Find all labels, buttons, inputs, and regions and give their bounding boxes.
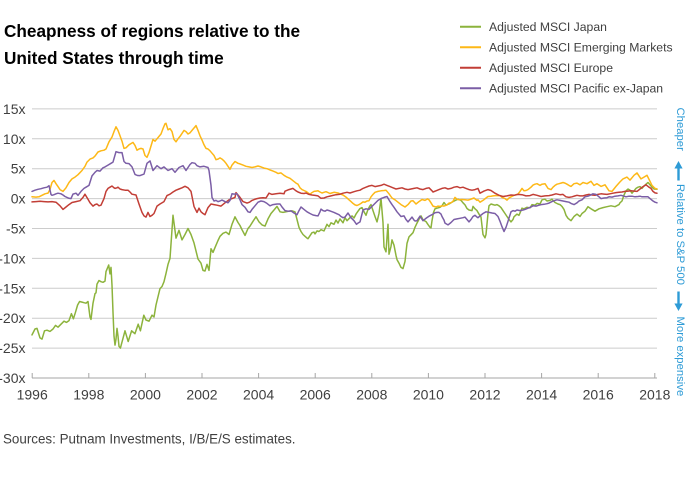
- svg-text:2008: 2008: [356, 387, 387, 403]
- svg-text:Cheaper: Cheaper: [674, 108, 686, 152]
- svg-text:15x: 15x: [3, 101, 26, 117]
- svg-text:-10x: -10x: [0, 250, 26, 266]
- svg-text:2004: 2004: [243, 387, 274, 403]
- svg-text:2006: 2006: [300, 387, 331, 403]
- svg-text:2014: 2014: [526, 387, 557, 403]
- svg-text:-15x: -15x: [0, 280, 26, 296]
- svg-text:Adjusted MSCI Europe: Adjusted MSCI Europe: [489, 61, 613, 75]
- svg-text:2012: 2012: [469, 387, 500, 403]
- svg-text:10x: 10x: [3, 131, 26, 147]
- svg-text:United States through time: United States through time: [4, 48, 224, 68]
- svg-text:Adjusted MSCI Pacific ex-Japan: Adjusted MSCI Pacific ex-Japan: [489, 82, 663, 96]
- svg-text:-25x: -25x: [0, 340, 26, 356]
- svg-text:Relative to S&P 500: Relative to S&P 500: [674, 184, 686, 285]
- svg-text:-20x: -20x: [0, 310, 26, 326]
- svg-text:2010: 2010: [413, 387, 444, 403]
- svg-text:5x: 5x: [11, 161, 26, 177]
- svg-text:-5x: -5x: [6, 221, 25, 237]
- svg-text:Cheapness of regions relative: Cheapness of regions relative to the: [4, 21, 300, 41]
- svg-text:Adjusted MSCI Japan: Adjusted MSCI Japan: [489, 20, 607, 34]
- svg-text:0x: 0x: [11, 191, 26, 207]
- svg-text:1998: 1998: [73, 387, 104, 403]
- svg-text:2018: 2018: [639, 387, 670, 403]
- svg-text:2000: 2000: [130, 387, 161, 403]
- svg-text:1996: 1996: [17, 387, 48, 403]
- svg-text:-30x: -30x: [0, 370, 26, 386]
- svg-text:2016: 2016: [583, 387, 614, 403]
- svg-text:2002: 2002: [186, 387, 217, 403]
- svg-text:Adjusted MSCI Emerging Markets: Adjusted MSCI Emerging Markets: [489, 41, 673, 55]
- svg-text:More expensive: More expensive: [674, 317, 686, 397]
- svg-text:Sources: Putnam Investments, I: Sources: Putnam Investments, I/B/E/S est…: [3, 432, 295, 447]
